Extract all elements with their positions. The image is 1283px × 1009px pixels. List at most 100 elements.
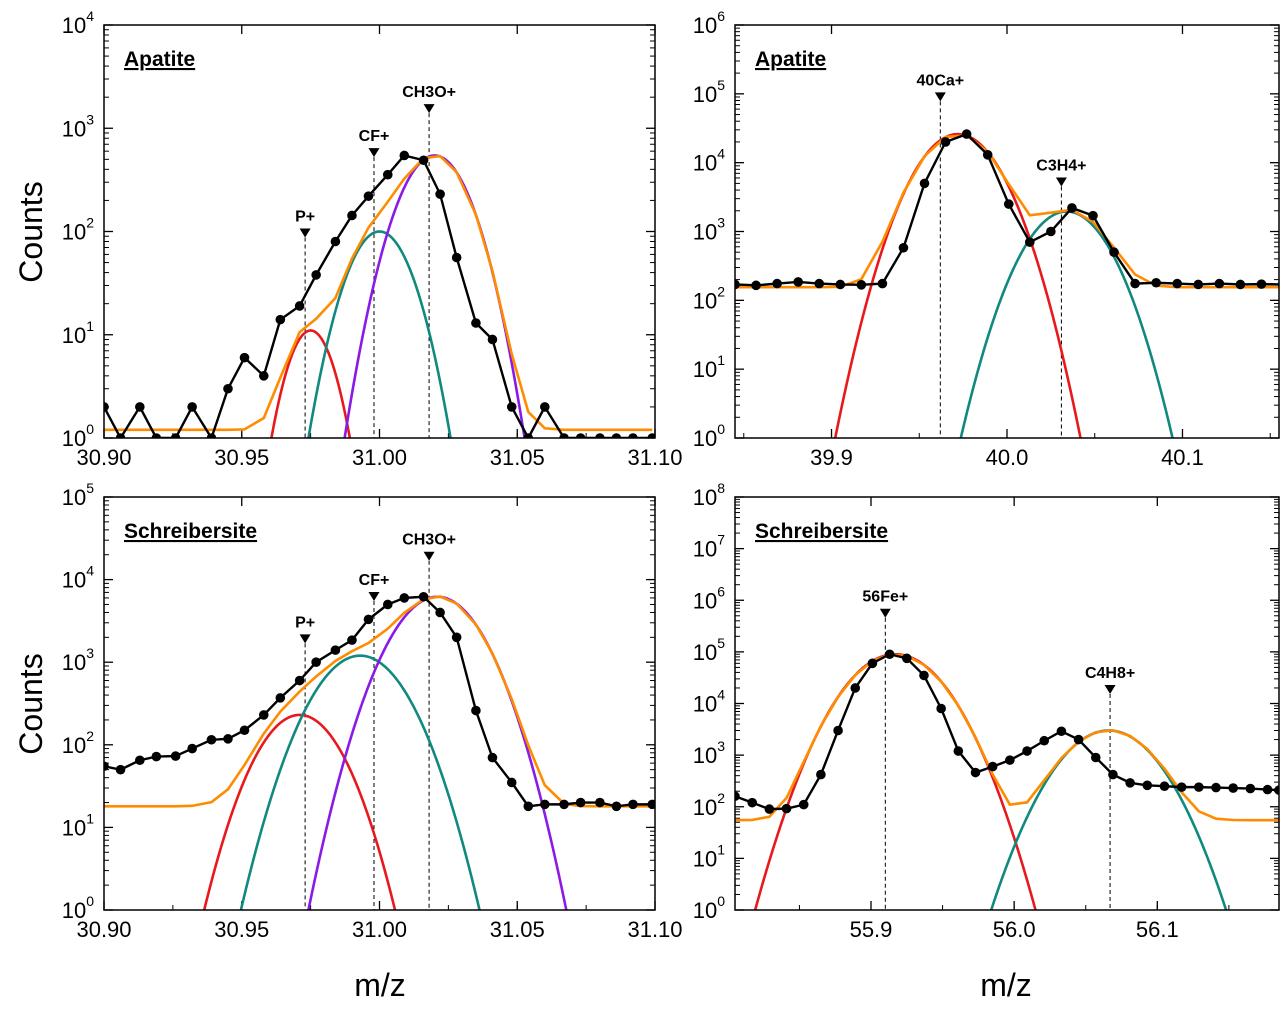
peak-marker-triangle (879, 608, 891, 618)
data-point (187, 743, 197, 754)
data-point (135, 755, 145, 766)
data-point (747, 797, 757, 808)
plot-frame (734, 496, 1280, 911)
data-point (487, 752, 498, 763)
data-point (735, 791, 740, 802)
data-point (363, 614, 374, 625)
x-tick-label: 31.00 (352, 445, 407, 470)
peak-marker-triangle (934, 92, 946, 102)
peak-label: 40Ca+ (917, 72, 965, 89)
data-point (418, 591, 429, 602)
data-point (793, 277, 803, 287)
data-point (940, 137, 951, 147)
data-point (294, 301, 305, 311)
data-point (772, 278, 782, 289)
data-point (435, 189, 445, 199)
panel-title: Apatite (755, 48, 826, 71)
data-point (987, 761, 998, 772)
data-point (170, 433, 181, 438)
data-point (814, 278, 825, 289)
peak-label: C4H8+ (1085, 665, 1135, 682)
x-tick-label: 30.95 (214, 445, 269, 470)
y-tick-label: 104 (62, 563, 94, 593)
x-tick-label: 31.05 (490, 445, 545, 470)
y-tick-label: 105 (693, 635, 725, 665)
data-point (1211, 782, 1221, 793)
x-tick-label: 39.9 (810, 445, 853, 470)
data-point (223, 734, 233, 744)
fit-component-teal (989, 729, 1228, 910)
data-point (1022, 746, 1032, 756)
data-point (628, 799, 638, 810)
x-axis-title-right: m/z (980, 967, 1032, 1003)
y-tick-label: 102 (693, 790, 725, 820)
data-point (1194, 782, 1204, 792)
data-point (104, 402, 109, 412)
data-point (1142, 780, 1153, 791)
fit-component-red (202, 713, 397, 910)
data-point (399, 593, 410, 603)
data-point (1172, 278, 1183, 289)
data-point (1214, 278, 1225, 289)
data-point (764, 804, 775, 814)
data-point (595, 797, 605, 808)
x-tick-label: 31.05 (490, 917, 545, 942)
y-tick-label: 107 (693, 532, 725, 562)
fit-component-red (833, 132, 1082, 438)
data-point (1090, 752, 1101, 763)
data-point (399, 150, 410, 161)
plot-frame (734, 24, 1280, 439)
data-point (982, 150, 993, 160)
x-tick-label: 31.10 (627, 445, 682, 470)
data-point (919, 670, 929, 681)
data-point (206, 433, 217, 438)
peak-marker-triangle (299, 228, 311, 238)
data-point (223, 383, 233, 394)
panel-schreibersite-56: 100 101 102 103 104 105 106 107 108 55.9 56.0 56.1 5… (693, 480, 1280, 942)
data-point (1256, 279, 1267, 289)
peak-marker-triangle (423, 104, 435, 114)
fit-component-purple (343, 154, 526, 438)
y-tick-label: 104 (62, 8, 94, 38)
data-point (330, 236, 341, 247)
y-axis-title-bottom: Counts (13, 653, 49, 754)
data-point (835, 279, 846, 290)
y-tick-label: 103 (62, 111, 94, 141)
data-point (628, 433, 638, 438)
y-tick-label: 102 (693, 283, 725, 313)
data-point (311, 270, 321, 280)
data-point (877, 278, 888, 289)
panel-title: Apatite (124, 48, 195, 71)
data-point (347, 210, 357, 221)
data-point (1039, 735, 1050, 746)
measured-line (104, 595, 653, 808)
panel-title: Schreibersite (124, 520, 257, 543)
data-point (1151, 277, 1161, 288)
data-point (311, 657, 321, 667)
data-point (506, 402, 517, 412)
data-point (781, 803, 792, 814)
data-point (347, 635, 357, 645)
data-point (206, 734, 217, 745)
fit-component-teal (239, 654, 481, 910)
y-tick-label: 100 (62, 421, 94, 451)
data-point (1073, 734, 1084, 745)
x-tick-label: 40.1 (1161, 445, 1204, 470)
data-point (239, 352, 250, 363)
data-point (258, 710, 269, 720)
data-point (506, 777, 517, 788)
y-tick-label: 101 (62, 810, 94, 840)
data-point (1159, 781, 1170, 792)
cumulative-fit-line (735, 653, 1279, 822)
data-point (523, 801, 534, 812)
data-point (1108, 769, 1118, 780)
data-point (115, 764, 126, 775)
data-point (187, 402, 197, 412)
fit-component-red (753, 652, 1037, 910)
plot-area (735, 617, 1279, 910)
x-tick-label: 30.90 (76, 445, 131, 470)
peak-label: P+ (295, 614, 315, 631)
fit-component-teal (307, 230, 452, 438)
fit-component-teal (959, 210, 1174, 438)
peak-marker-triangle (368, 592, 380, 602)
